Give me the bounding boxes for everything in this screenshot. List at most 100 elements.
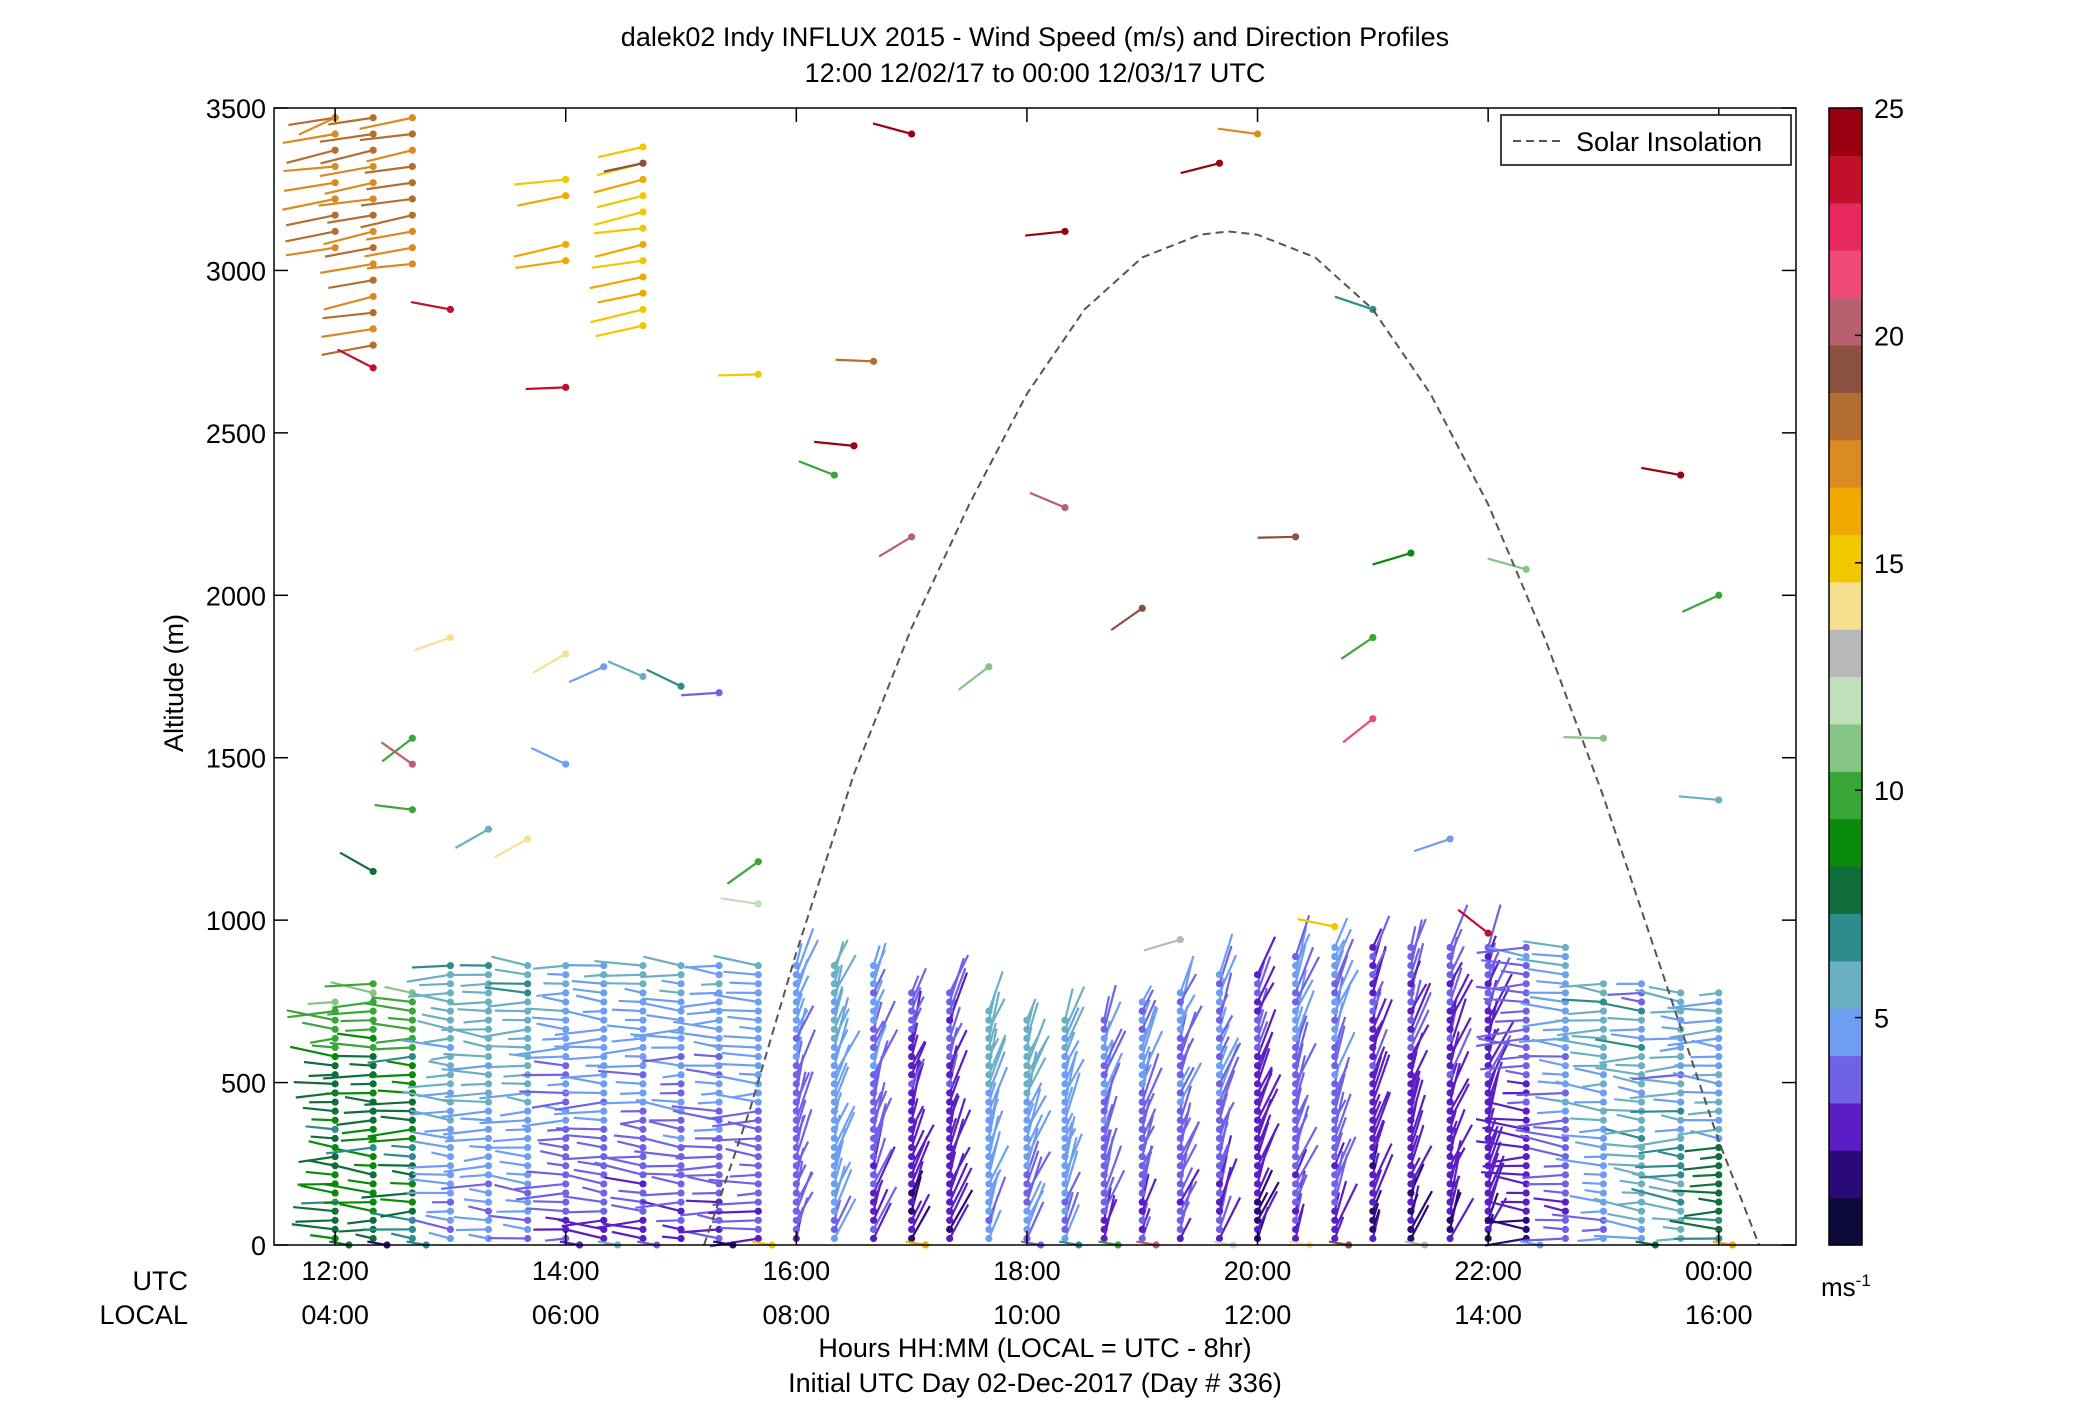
mid-wind-barb-marker (1061, 503, 1069, 512)
wind-barb-marker (1677, 1098, 1685, 1106)
wind-barb-stem (364, 1100, 413, 1106)
wind-barb-marker (869, 1080, 878, 1088)
upper-wind-barb-marker (369, 195, 377, 203)
wind-barb-marker (1561, 971, 1569, 979)
wind-barb-marker (830, 1107, 838, 1115)
wind-barb-stem (1449, 1078, 1470, 1112)
wind-barb-marker (1715, 1180, 1723, 1188)
wind-barb-marker (369, 1216, 377, 1224)
wind-barb-marker (1331, 1052, 1339, 1061)
wind-barb-marker (1176, 1162, 1184, 1170)
wind-barb-stem (514, 1182, 566, 1191)
wind-barb-stem (1609, 1028, 1642, 1032)
wind-barb-marker (369, 1180, 377, 1188)
wind-barb-stem (1256, 1011, 1268, 1039)
wind-barb-marker (1484, 1016, 1492, 1024)
mid-wind-barb-stem (1340, 636, 1374, 660)
wind-barb-marker (1407, 1225, 1415, 1234)
wind-barb-marker (639, 1180, 647, 1188)
wind-barb-marker (484, 1080, 493, 1088)
wind-barb-stem (948, 1095, 960, 1121)
wind-barb-marker (1023, 1189, 1031, 1197)
wind-barb-stem (1449, 928, 1463, 957)
wind-barb-stem (872, 1028, 899, 1076)
wind-barb-marker (1291, 1107, 1300, 1115)
wind-barb-stem (1483, 997, 1527, 1004)
wind-barb-marker (524, 1080, 532, 1088)
wind-barb-marker (1407, 1234, 1415, 1243)
wind-barb-marker (1100, 1089, 1108, 1097)
wind-barb-stem (1529, 995, 1566, 1004)
wind-barb-marker (408, 1134, 416, 1143)
mid-wind-barb-marker (715, 689, 723, 697)
wind-barb-marker (1599, 1180, 1608, 1188)
wind-barb-stem (383, 1153, 413, 1158)
wind-barb-marker (908, 1007, 916, 1015)
wind-barb-marker (1291, 1043, 1300, 1052)
wind-barb-marker (446, 1071, 455, 1079)
sparse-wind-barb-stem (298, 116, 336, 136)
wind-barb-stem (1333, 1099, 1347, 1121)
wind-barb-stem (1568, 1010, 1604, 1016)
wind-barb-marker (1637, 1007, 1646, 1015)
wind-barb-stem (1485, 1219, 1527, 1224)
upper-wind-barb-stem (319, 165, 374, 178)
wind-barb-stem (424, 1128, 451, 1133)
wind-barb-marker (1484, 1052, 1492, 1061)
wind-barb-marker (830, 1007, 838, 1015)
mid-wind-barb-stem (493, 837, 529, 859)
wind-barb-marker (1599, 1153, 1608, 1161)
mid-wind-barb-marker (446, 633, 455, 642)
wind-barb-marker (369, 1089, 377, 1097)
wind-barb-marker (1291, 1071, 1300, 1079)
wind-barb-stem (673, 1020, 720, 1031)
wind-barb-stem (1256, 1121, 1270, 1157)
wind-barb-stem (1103, 1030, 1127, 1076)
wind-barb-stem (987, 998, 1006, 1030)
wind-barb-marker (1522, 1116, 1530, 1124)
wind-barb-marker (792, 1153, 800, 1161)
wind-barb-marker (1561, 1071, 1569, 1079)
wind-barb-stem (795, 1141, 810, 1167)
wind-barb-marker (792, 1025, 800, 1033)
mid-wind-barb-marker (369, 867, 377, 876)
wind-barb-stem (1667, 1037, 1719, 1047)
wind-barb-marker (1599, 1134, 1608, 1143)
wind-barb-stem (643, 1002, 682, 1013)
wind-barb-marker (715, 1052, 723, 1061)
mid-wind-barb-marker (1291, 533, 1300, 541)
upper-wind-barb-marker (408, 179, 416, 187)
axes: 050010001500200025003000350012:0004:0014… (206, 94, 1797, 1330)
wind-barb-stem (541, 1104, 566, 1113)
wind-barb-stem (833, 1008, 851, 1039)
wind-barb-marker (1331, 1153, 1339, 1161)
sparse-wind-barb-stem (410, 301, 451, 311)
x-tick-label-utc: 22:00 (1454, 1256, 1522, 1286)
wind-barb-stem (1333, 948, 1345, 976)
wind-barb-stem (713, 993, 759, 1004)
wind-barb-marker (985, 1162, 993, 1170)
wind-barb-marker (408, 1052, 416, 1061)
wind-barb-stem (640, 973, 682, 979)
mid-wind-barb-stem (1110, 607, 1143, 632)
upper-wind-barb-stem (597, 145, 644, 159)
wind-barb-stem (457, 1008, 489, 1013)
wind-barb-stem (712, 1219, 759, 1224)
wind-barb-stem (1294, 1192, 1303, 1221)
wind-barb-marker (484, 1189, 493, 1197)
wind-barb-marker (408, 1016, 416, 1024)
wind-barb-marker (1637, 1043, 1646, 1052)
wind-barb-stem (1409, 1135, 1419, 1157)
wind-barb-marker (830, 1198, 838, 1206)
x-tick-label-utc: 16:00 (763, 1256, 831, 1286)
wind-barb-stem (407, 991, 451, 998)
wind-barb-marker (1100, 1180, 1108, 1188)
wind-barb-marker (1407, 1216, 1415, 1224)
wind-barb-marker (562, 1134, 570, 1143)
wind-barb-stem (1333, 1138, 1352, 1176)
wind-barb-stem (676, 1164, 720, 1172)
wind-barb-marker (1715, 1198, 1723, 1206)
wind-barb-marker (1215, 1162, 1224, 1170)
wind-barb-marker (677, 1080, 685, 1088)
wind-barb-stem (721, 1051, 759, 1058)
